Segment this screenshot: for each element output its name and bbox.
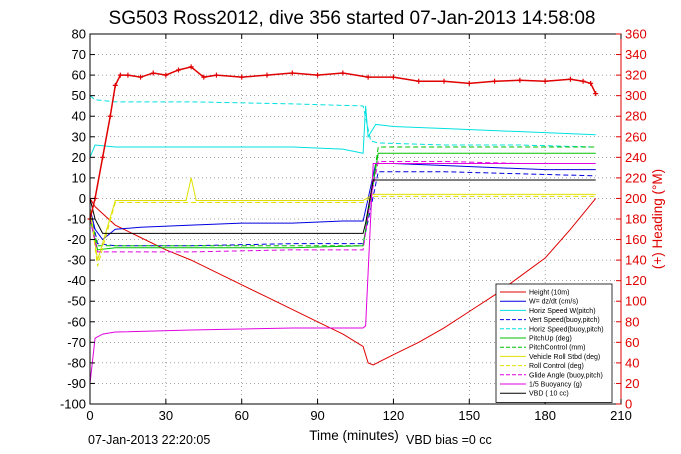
series-vert-speed-buoy-pitch bbox=[89, 171, 596, 247]
series-w-dz-dt-cm-s bbox=[89, 163, 596, 241]
footer-vbd-bias: VBD bias =0 cc bbox=[406, 433, 492, 447]
y-tick-label: -70 bbox=[67, 335, 86, 350]
y-tick-label: 0 bbox=[79, 191, 86, 206]
series-pitchup-deg bbox=[89, 152, 596, 251]
footer-timestamp: 07-Jan-2013 22:20:05 bbox=[88, 433, 210, 447]
y-tick-label: 50 bbox=[72, 88, 86, 103]
y2-tick-label: 280 bbox=[625, 109, 647, 124]
y2-tick-label: 200 bbox=[625, 191, 647, 206]
y2-tick-label: 240 bbox=[625, 150, 647, 165]
y-ticks: -100-90-80-70-60-50-40-30-20-10010203040… bbox=[60, 27, 95, 412]
y-tick-label: -50 bbox=[67, 294, 86, 309]
y2-tick-label: 140 bbox=[625, 253, 647, 268]
y2-ticks: 0 20 40 60 80 100 120 140 160 180 200 220 240 260 280 3… bbox=[616, 27, 647, 412]
legend-label: VBD ( 10 cc) bbox=[529, 391, 569, 398]
x-tick-label: 0 bbox=[86, 408, 93, 423]
heading-line bbox=[89, 66, 597, 220]
y-tick-label: 70 bbox=[72, 47, 86, 62]
legend-label: PitchControl (mm) bbox=[529, 345, 585, 352]
legend-label: Height (10m) bbox=[529, 290, 569, 297]
series-1-5-buoyancy-g bbox=[89, 163, 596, 384]
y2-tick-label: 220 bbox=[625, 170, 647, 185]
y2-tick-label: 160 bbox=[625, 232, 647, 247]
y2-tick-label: 120 bbox=[625, 273, 647, 288]
x-ticks: 0 30 60 90 120 150 180 210 bbox=[86, 34, 632, 423]
y-tick-label: 40 bbox=[72, 109, 86, 124]
y-tick-label: 60 bbox=[72, 68, 86, 83]
grid bbox=[90, 34, 621, 404]
series-vbd-10-cc bbox=[89, 179, 596, 234]
legend-label: 1/5 Buoyancy (g) bbox=[529, 382, 582, 389]
y-tick-label: -40 bbox=[67, 273, 86, 288]
series-pitchcontrol-mm bbox=[89, 146, 596, 247]
y-tick-label: -90 bbox=[67, 376, 86, 391]
y-tick-label: -100 bbox=[60, 397, 86, 412]
legend-label: Horiz Speed W(pitch) bbox=[529, 308, 596, 315]
y2-tick-label: 360 bbox=[625, 27, 647, 42]
x-axis-label: Time (minutes) bbox=[309, 428, 399, 443]
x-tick-label: 30 bbox=[159, 408, 173, 423]
legend-label: W= dz/dt (cm/s) bbox=[529, 299, 578, 306]
y-tick-label: 80 bbox=[72, 27, 86, 42]
series-horiz-speed-w-pitch bbox=[89, 105, 596, 158]
y-tick-label: -10 bbox=[67, 212, 86, 227]
y2-tick-label: 20 bbox=[625, 376, 639, 391]
y2-tick-label: 80 bbox=[625, 314, 639, 329]
legend-label: Roll Control (deg) bbox=[529, 363, 584, 370]
y-tick-label: -60 bbox=[67, 314, 86, 329]
series-horiz-speed-buoy-pitch bbox=[89, 95, 596, 148]
y2-tick-label: 100 bbox=[625, 294, 647, 309]
legend-label: Vehicle Roll Stbd (deg) bbox=[529, 354, 600, 361]
series-roll-control-deg bbox=[89, 195, 596, 267]
series-layer bbox=[87, 64, 599, 384]
y2-tick-label: 180 bbox=[625, 212, 647, 227]
legend-label: Glide Angle (buoy,pitch) bbox=[529, 372, 603, 379]
y2-tick-label: 300 bbox=[625, 88, 647, 103]
x-tick-label: 210 bbox=[610, 408, 632, 423]
y2-axis-label: (+) Heading (°M) bbox=[650, 169, 665, 269]
series-heading-m bbox=[87, 64, 599, 222]
legend-box bbox=[495, 283, 613, 403]
x-tick-label: 120 bbox=[383, 408, 405, 423]
y2-tick-label: 260 bbox=[625, 129, 647, 144]
x-tick-label: 60 bbox=[234, 408, 248, 423]
x-tick-label: 150 bbox=[458, 408, 480, 423]
legend: Height (10m) W= dz/dt (cm/s) Horiz Speed W… bbox=[495, 283, 613, 403]
series-glide-angle-buoy-pitch bbox=[89, 160, 596, 253]
y-tick-label: -80 bbox=[67, 355, 86, 370]
series-vehicle-roll-stbd-deg bbox=[89, 177, 596, 261]
y-tick-label: -20 bbox=[67, 232, 86, 247]
y-tick-label: 10 bbox=[72, 170, 86, 185]
x-tick-label: 90 bbox=[310, 408, 324, 423]
legend-label: Horiz Speed(buoy,pitch) bbox=[529, 326, 604, 333]
y2-tick-label: 340 bbox=[625, 47, 647, 62]
legend-label: PitchUp (deg) bbox=[529, 336, 572, 343]
y2-tick-label: 0 bbox=[625, 397, 632, 412]
y2-tick-label: 60 bbox=[625, 335, 639, 350]
y2-tick-label: 320 bbox=[625, 68, 647, 83]
x-tick-label: 180 bbox=[534, 408, 556, 423]
y-tick-label: -30 bbox=[67, 253, 86, 268]
y-tick-label: 20 bbox=[72, 150, 86, 165]
y2-tick-label: 40 bbox=[625, 355, 639, 370]
legend-label: Vert Speed(buoy,pitch) bbox=[529, 317, 600, 324]
y-tick-label: 30 bbox=[72, 129, 86, 144]
chart-title: SG503 Ross2012, dive 356 started 07-Jan-… bbox=[109, 8, 596, 29]
